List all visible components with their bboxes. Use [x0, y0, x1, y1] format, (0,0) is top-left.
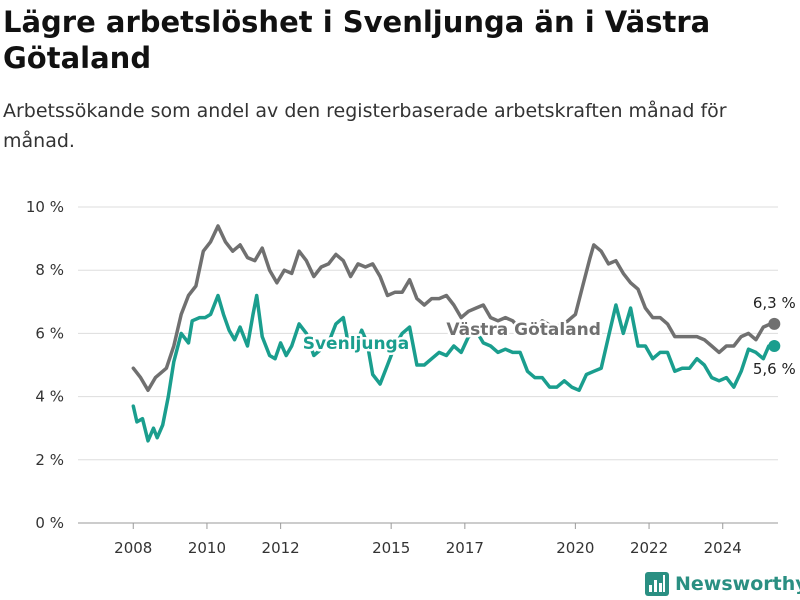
- chart-title: Lägre arbetslöshet i Svenljunga än i Väs…: [3, 5, 711, 75]
- x-tick-label: 2017: [446, 539, 484, 557]
- chart-subtitle: Arbetssökande som andel av den registerb…: [3, 100, 727, 152]
- series-label-vastra-gotaland: Västra Götaland: [446, 320, 601, 340]
- gridlines: [78, 206, 778, 524]
- series-line-svenljunga: [131, 293, 777, 443]
- end-label-svenljunga: 5,6 %: [753, 360, 796, 378]
- y-tick-label: 4 %: [35, 388, 64, 406]
- x-tick-label: 2010: [188, 539, 226, 557]
- x-tick-label: 2015: [372, 539, 410, 557]
- y-tick-label: 0 %: [35, 514, 64, 532]
- series-label-svenljunga: Svenljunga: [303, 334, 409, 354]
- series-label-vastra-gotaland-halo: Västra Götaland: [446, 320, 601, 340]
- series-lines: [131, 224, 781, 443]
- y-tick-label: 2 %: [35, 451, 64, 469]
- y-axis: 0 % 2 % 4 % 6 % 8 % 10 %: [26, 198, 64, 532]
- end-label-vastra-gotaland: 6,3 %: [753, 294, 796, 312]
- y-tick-label: 10 %: [26, 198, 64, 216]
- x-tick-label: 2008: [114, 539, 152, 557]
- series-end-point-v-stra-g-taland: [768, 317, 781, 330]
- x-tick-label: 2022: [630, 539, 668, 557]
- series-label-svenljunga-halo: Svenljunga: [303, 334, 409, 354]
- newsworthy-icon: [645, 572, 669, 596]
- x-tick-label: 2012: [262, 539, 300, 557]
- x-axis: 2008 2010 2012 2015 2017 2020 2022 2024: [114, 523, 742, 557]
- series-end-point-svenljunga: [768, 340, 781, 353]
- x-tick-label: 2024: [704, 539, 742, 557]
- newsworthy-logo: Newsworthy: [645, 570, 800, 598]
- y-tick-label: 6 %: [35, 324, 64, 342]
- series-line-v-stra-g-taland: [131, 224, 777, 393]
- x-tick-label: 2020: [556, 539, 594, 557]
- brand-name: Newsworthy: [675, 573, 800, 595]
- y-tick-label: 8 %: [35, 261, 64, 279]
